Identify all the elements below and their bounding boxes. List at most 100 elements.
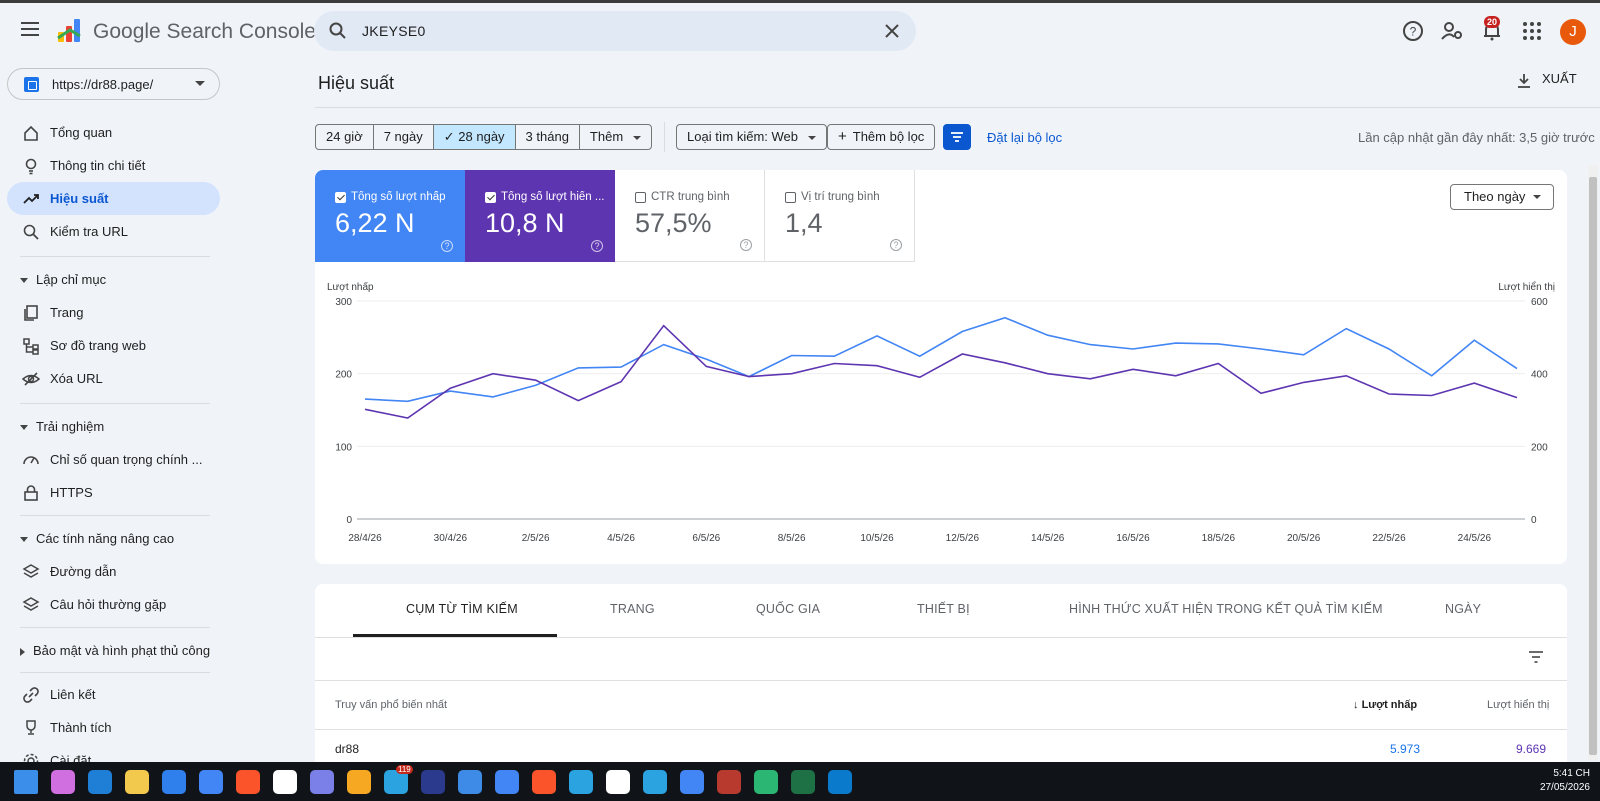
page-scrollbar[interactable] bbox=[1588, 165, 1598, 760]
speed-icon bbox=[23, 456, 39, 465]
sublime-icon[interactable] bbox=[347, 770, 371, 794]
tab-dates[interactable]: NGÀY bbox=[1445, 602, 1482, 616]
metric-average-ctr[interactable]: CTR trung bình 57,5% ? bbox=[615, 170, 765, 262]
brave-icon[interactable] bbox=[236, 770, 260, 794]
top-app-bar: Google Search Console JKEYSE0 ? 20 J bbox=[0, 3, 1600, 59]
sidebar-item-https[interactable]: HTTPS bbox=[7, 476, 220, 509]
range-24h[interactable]: 24 giờ bbox=[316, 125, 374, 149]
app-icon[interactable] bbox=[273, 770, 297, 794]
group-by-dropdown[interactable]: Theo ngày bbox=[1450, 184, 1554, 210]
winrar-icon[interactable] bbox=[717, 770, 741, 794]
chrome-icon[interactable] bbox=[199, 770, 223, 794]
sidebar-item-faq[interactable]: Câu hỏi thường gặp bbox=[7, 588, 220, 621]
help-icon[interactable]: ? bbox=[740, 239, 752, 251]
tab-countries[interactable]: QUỐC GIA bbox=[756, 602, 821, 616]
telegram-icon[interactable] bbox=[643, 770, 667, 794]
manage-users-icon[interactable] bbox=[1440, 19, 1464, 43]
chrome-icon[interactable] bbox=[680, 770, 704, 794]
store-icon[interactable] bbox=[162, 770, 186, 794]
gear-icon bbox=[23, 753, 39, 762]
file-explorer-icon[interactable] bbox=[125, 770, 149, 794]
sidebar-item-settings[interactable]: Cài đặt bbox=[7, 744, 220, 762]
range-7d[interactable]: 7 ngày bbox=[374, 125, 434, 149]
telegram-icon[interactable] bbox=[384, 770, 408, 794]
taskbar-clock[interactable]: 5:41 CH 27/05/2026 bbox=[1540, 767, 1590, 795]
app-icon[interactable] bbox=[606, 770, 630, 794]
x-tick-label: 8/5/26 bbox=[778, 533, 806, 544]
sidebar-item-overview[interactable]: Tổng quan bbox=[7, 116, 220, 149]
vscode-icon[interactable] bbox=[828, 770, 852, 794]
section-label: Lập chỉ mục bbox=[36, 272, 107, 287]
telegram-icon[interactable] bbox=[569, 770, 593, 794]
section-label: Trải nghiệm bbox=[36, 419, 105, 434]
clock-date: 27/05/2026 bbox=[1539, 782, 1590, 793]
brave-icon[interactable] bbox=[532, 770, 556, 794]
export-button[interactable]: XUẤT bbox=[1542, 71, 1577, 86]
checkbox-icon bbox=[335, 192, 346, 203]
sidebar-section-indexing[interactable]: Lập chỉ mục bbox=[20, 272, 106, 287]
menu-icon[interactable] bbox=[18, 19, 42, 43]
x-tick-label: 22/5/26 bbox=[1372, 533, 1406, 544]
metric-total-clicks[interactable]: Tổng số lượt nhấp 6,22 N ? bbox=[315, 170, 465, 262]
sidebar-item-insights[interactable]: Thông tin chi tiết bbox=[7, 149, 220, 182]
tab-search-appearance[interactable]: HÌNH THỨC XUẤT HIỆN TRONG KẾT QUẢ TÌM KI… bbox=[1069, 602, 1383, 616]
tab-queries[interactable]: CỤM TỪ TÌM KIẾM bbox=[406, 602, 518, 616]
scrollbar-thumb[interactable] bbox=[1589, 177, 1597, 755]
filter-icon[interactable] bbox=[1527, 648, 1545, 666]
app-icon[interactable] bbox=[458, 770, 482, 794]
sidebar-item-core-web-vitals[interactable]: Chỉ số quan trọng chính ... bbox=[7, 443, 220, 476]
sidebar-section-enhancements[interactable]: Các tính năng nâng cao bbox=[20, 531, 174, 546]
help-icon[interactable]: ? bbox=[1401, 19, 1425, 43]
metric-total-impressions[interactable]: Tổng số lượt hiển ... 10,8 N ? bbox=[465, 170, 615, 262]
help-icon[interactable]: ? bbox=[890, 239, 902, 251]
sidebar-item-performance[interactable]: Hiệu suất bbox=[7, 182, 220, 215]
range-28d[interactable]: ✓ 28 ngày bbox=[433, 125, 516, 149]
sidebar-section-experience[interactable]: Trải nghiệm bbox=[20, 419, 104, 434]
lightbulb-icon bbox=[25, 158, 37, 175]
edge-icon[interactable] bbox=[88, 770, 112, 794]
tab-devices[interactable]: THIẾT BỊ bbox=[917, 602, 970, 616]
x-tick-label: 6/5/26 bbox=[692, 533, 720, 544]
sidebar-item-achievements[interactable]: Thành tích bbox=[7, 711, 220, 744]
sidebar-item-sitemaps[interactable]: Sơ đồ trang web bbox=[7, 329, 220, 362]
sidebar-item-removals[interactable]: Xóa URL bbox=[7, 362, 220, 395]
excel-icon[interactable] bbox=[791, 770, 815, 794]
y-axis-label-left: Lượt nhấp bbox=[327, 281, 374, 293]
add-filter-button[interactable]: + Thêm bộ lọc bbox=[827, 124, 936, 150]
copilot-icon[interactable] bbox=[51, 770, 75, 794]
property-selector[interactable]: https://dr88.page/ bbox=[7, 68, 220, 100]
chrome-icon[interactable] bbox=[495, 770, 519, 794]
tab-pages[interactable]: TRANG bbox=[610, 602, 655, 616]
windows-start-icon[interactable] bbox=[14, 770, 38, 794]
column-header-impressions[interactable]: Lượt hiển thị bbox=[1487, 699, 1550, 711]
reset-filters-link[interactable]: Đặt lại bộ lọc bbox=[987, 130, 1063, 145]
app-icon[interactable] bbox=[310, 770, 334, 794]
close-icon[interactable] bbox=[882, 21, 902, 41]
row-query[interactable]: dr88 bbox=[335, 742, 360, 756]
help-icon[interactable]: ? bbox=[441, 240, 453, 252]
photoshop-icon[interactable] bbox=[421, 770, 445, 794]
help-icon[interactable]: ? bbox=[591, 240, 603, 252]
sidebar-item-pages[interactable]: Trang bbox=[7, 296, 220, 329]
x-tick-label: 28/4/26 bbox=[348, 533, 382, 544]
range-more[interactable]: Thêm bbox=[580, 125, 651, 149]
section-label: Bảo mật và hình phạt thủ công bbox=[33, 643, 211, 658]
apps-grid-icon[interactable] bbox=[1520, 19, 1544, 43]
sidebar-section-security[interactable]: Bảo mật và hình phạt thủ công bbox=[20, 643, 210, 658]
filter-settings-button[interactable] bbox=[943, 124, 971, 150]
download-icon[interactable] bbox=[1516, 73, 1532, 89]
y-tick-label-right: 0 bbox=[1531, 515, 1537, 526]
sidebar-item-url-inspection[interactable]: Kiểm tra URL bbox=[7, 215, 220, 248]
app-icon[interactable] bbox=[754, 770, 778, 794]
avatar[interactable]: J bbox=[1560, 19, 1586, 45]
sidebar-item-links[interactable]: Liên kết bbox=[7, 678, 220, 711]
metric-average-position[interactable]: Vị trí trung bình 1,4 ? bbox=[765, 170, 915, 262]
search-bar[interactable]: JKEYSE0 bbox=[314, 11, 916, 51]
range-3m[interactable]: 3 tháng bbox=[516, 125, 580, 149]
impressions-series-line bbox=[364, 324, 1518, 419]
search-type-dropdown[interactable]: Loại tìm kiếm: Web bbox=[676, 124, 828, 150]
sidebar-item-breadcrumbs[interactable]: Đường dẫn bbox=[7, 555, 220, 588]
column-header-query[interactable]: Truy vấn phổ biến nhất bbox=[335, 699, 448, 711]
column-header-clicks[interactable]: ↓ Lượt nhấp bbox=[1353, 699, 1417, 711]
search-input[interactable]: JKEYSE0 bbox=[362, 23, 426, 39]
